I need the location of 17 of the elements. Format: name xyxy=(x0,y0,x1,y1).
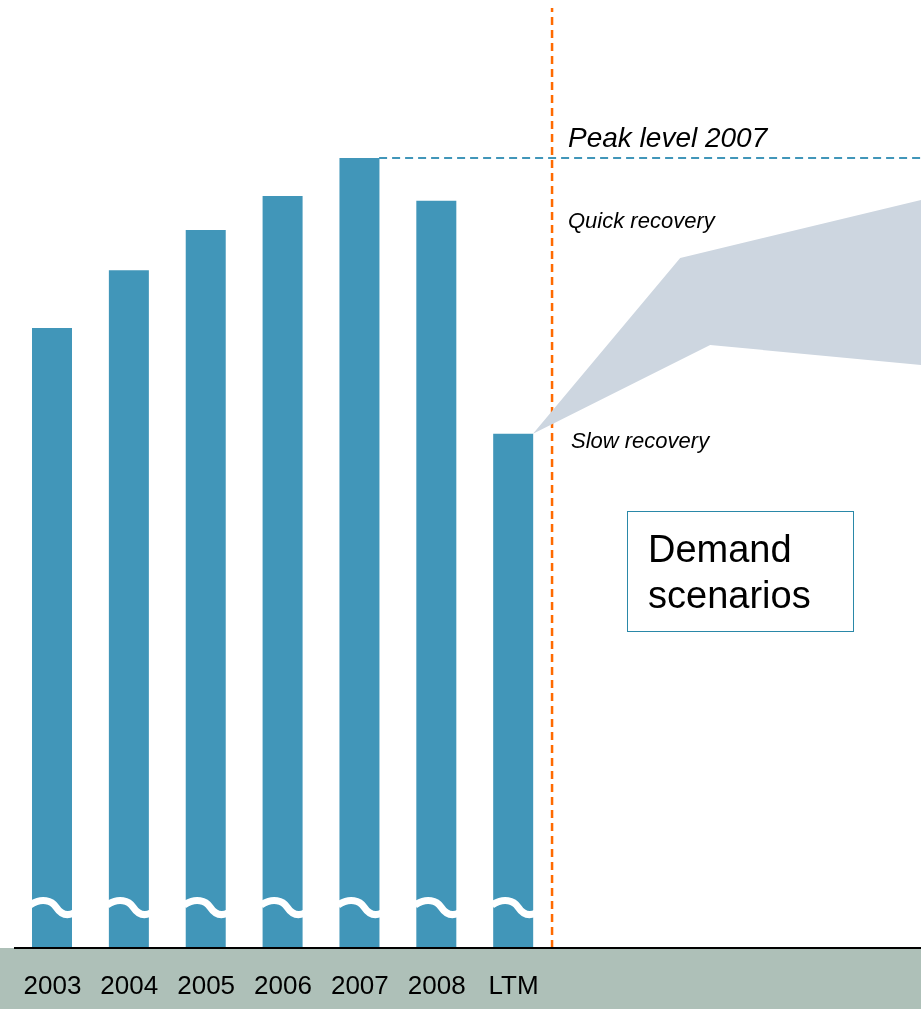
x-tick-label: LTM xyxy=(488,970,539,1001)
x-tick-label: 2005 xyxy=(177,970,236,1001)
bar xyxy=(185,229,226,948)
x-tick-label: 2006 xyxy=(254,970,312,1001)
bar xyxy=(262,196,303,948)
ref-line-label: Peak level 2007 xyxy=(568,122,768,155)
x-tick-label: 2004 xyxy=(100,970,159,1001)
x-tick-label: 2007 xyxy=(330,970,389,1001)
bar xyxy=(108,270,149,948)
bar xyxy=(416,200,457,948)
x-tick-label: 2003 xyxy=(23,970,82,1001)
x-tick-label: 2008 xyxy=(407,970,466,1001)
bar xyxy=(493,433,534,948)
text: Slow recovery xyxy=(571,428,710,454)
text: Quick recovery xyxy=(568,208,715,234)
bar xyxy=(32,327,72,948)
text: Demand scenarios xyxy=(627,511,854,632)
